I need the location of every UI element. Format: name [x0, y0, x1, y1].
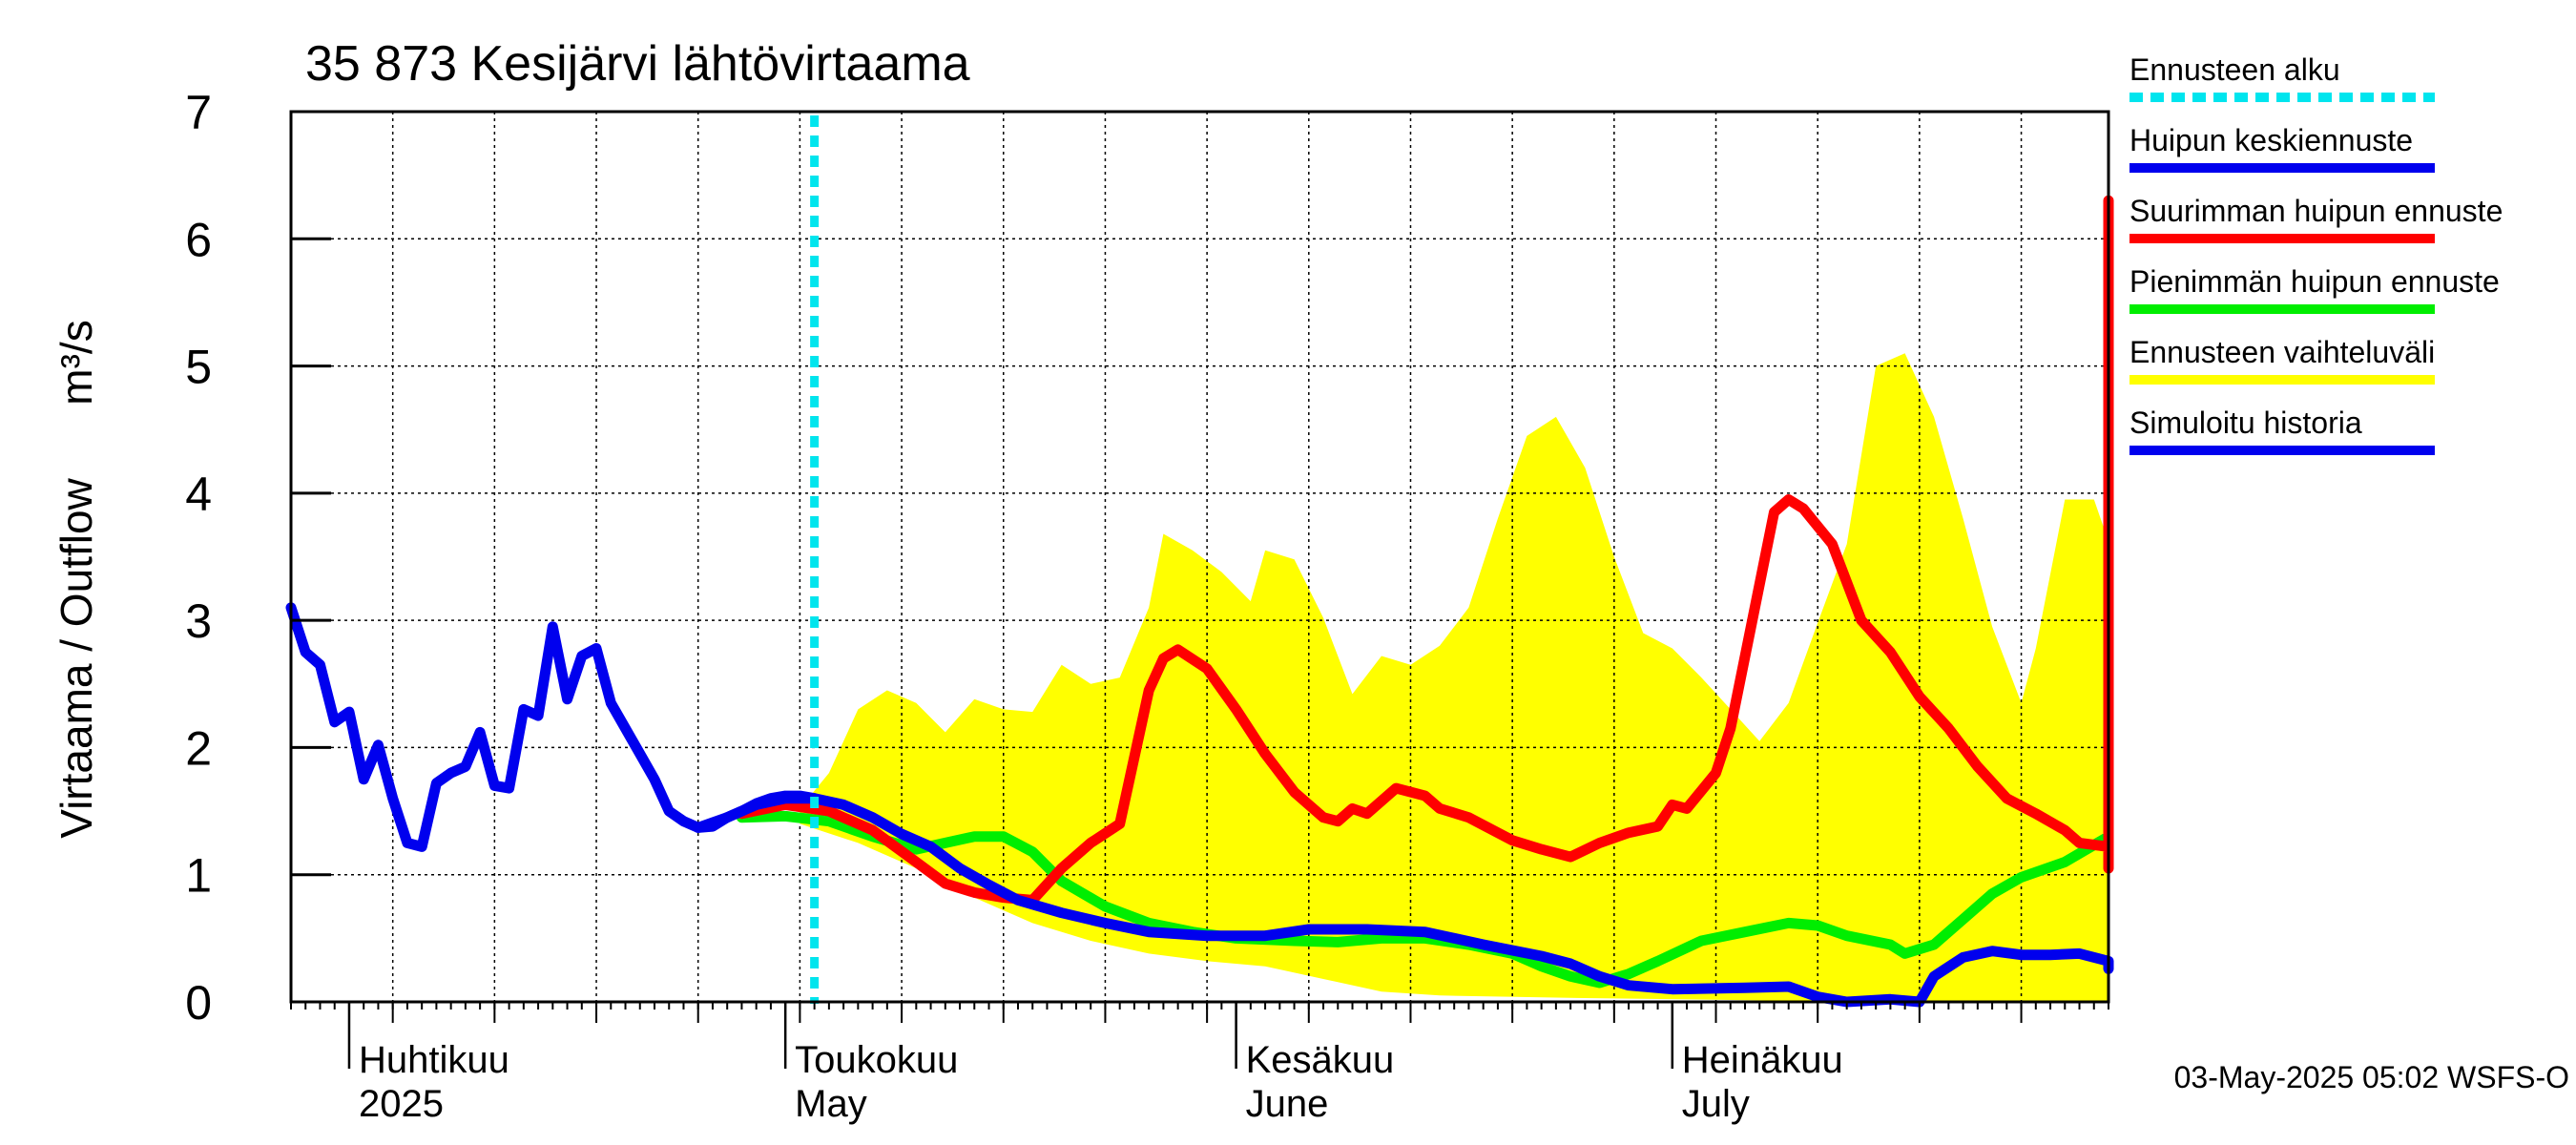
month-label-fi: Heinäkuu [1682, 1039, 1843, 1081]
legend-label-simuloitu-historia: Simuloitu historia [2129, 406, 2362, 440]
y-tick-label: 2 [185, 721, 212, 775]
month-label-en: June [1246, 1083, 1329, 1125]
month-label-fi: Huhtikuu [359, 1039, 509, 1081]
chart-title: 35 873 Kesijärvi lähtövirtaama [305, 36, 970, 92]
month-label-en: July [1682, 1083, 1750, 1125]
series-lines [285, 195, 2114, 1008]
plot-frame [289, 110, 2110, 1004]
plot-axes [289, 110, 2110, 1069]
y-tick-label: 0 [185, 976, 212, 1030]
footer-timestamp: 03-May-2025 05:02 WSFS-O [2174, 1060, 2569, 1094]
y-tick-label: 1 [185, 849, 212, 903]
legend: Ennusteen alku Huipun keskiennuste Suurimm… [2129, 52, 2503, 455]
legend-label-ennusteen-vaihteluv-li: Ennusteen vaihteluväli [2129, 335, 2435, 369]
legend-label-pienimm-n-huipun-ennuste: Pienimmän huipun ennuste [2129, 264, 2500, 299]
y-axis-label: Virtaama / Outflow [52, 477, 101, 838]
y-tick-labels: 0 1 2 3 4 5 6 7 [185, 86, 212, 1030]
y-axis-unit: m³/s [52, 320, 101, 405]
month-label-en: May [795, 1083, 867, 1125]
series-line-simuloitu-historia [285, 602, 821, 852]
series-line-pienimm-n-huipun-ennuste [736, 810, 2114, 989]
y-tick-label: 4 [185, 468, 212, 521]
y-tick-label: 5 [185, 341, 212, 394]
y-tick-label: 6 [185, 213, 212, 266]
series-line-suurimman-huipun-ennuste [736, 195, 2114, 906]
grid-lines [291, 112, 2109, 1002]
month-label-fi: Toukokuu [795, 1039, 958, 1081]
legend-label-ennusteen-alku: Ennusteen alku [2129, 52, 2340, 87]
series-line-huipun-keskiennuste [693, 793, 2114, 1008]
month-label-fi: Kesäkuu [1246, 1039, 1395, 1081]
month-label-en: 2025 [359, 1083, 444, 1125]
y-tick-label: 7 [185, 86, 212, 139]
y-tick-label: 3 [185, 594, 212, 648]
legend-label-suurimman-huipun-ennuste: Suurimman huipun ennuste [2129, 194, 2503, 228]
legend-label-huipun-keskiennuste: Huipun keskiennuste [2129, 123, 2413, 157]
